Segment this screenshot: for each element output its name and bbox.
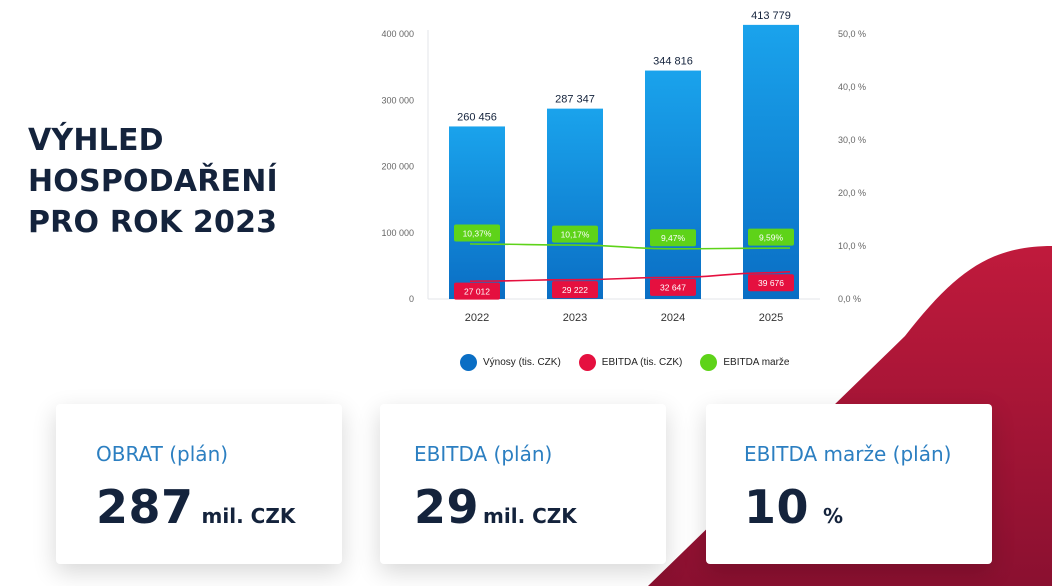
y2-tick-label: 10,0 % xyxy=(838,241,866,251)
line-ebitda xyxy=(469,271,791,283)
margin-data-tag xyxy=(552,225,598,243)
revenue-ebitda-chart: 0 100 000 200 000 300 000 400 000 0,0 % 10,0 %… xyxy=(381,10,866,324)
bar-revenue xyxy=(743,24,799,300)
kpi-unit: mil. CZK xyxy=(201,504,296,528)
page-title-line: VÝHLED xyxy=(28,123,164,158)
bar-revenue xyxy=(449,126,505,299)
bar-value-label: 344 816 xyxy=(653,56,693,68)
ebitda-data-label: 29 222 xyxy=(562,285,588,295)
kpi-card-revenue: OBRAT (plán) 287 mil. CZK xyxy=(56,404,342,564)
kpi-card-ebitda: EBITDA (plán) 29 mil. CZK xyxy=(380,404,666,564)
y2-tick-label: 0,0 % xyxy=(838,294,861,304)
kpi-value: 287 mil. CZK xyxy=(96,480,295,534)
margin-data-tag xyxy=(748,228,794,246)
bar-value-label: 260 456 xyxy=(457,111,497,123)
y-tick-label: 200 000 xyxy=(381,162,414,172)
legend-dot-margin-icon xyxy=(700,354,718,371)
ebitda-data-tag xyxy=(650,278,696,296)
ebitda-data-label: 27 012 xyxy=(464,286,490,296)
bar-value-label: 287 347 xyxy=(555,94,595,106)
bar-revenue xyxy=(645,70,701,299)
kpi-unit: mil. CZK xyxy=(483,504,577,528)
y-tick-label: 100 000 xyxy=(381,228,414,238)
kpi-label: EBITDA (plán) xyxy=(414,442,553,466)
x-tick-label: 2024 xyxy=(661,312,685,324)
ebitda-data-label: 32 647 xyxy=(660,283,686,293)
ebitda-data-tag xyxy=(748,274,794,292)
y2-tick-label: 20,0 % xyxy=(838,188,866,198)
margin-data-label: 9,59% xyxy=(759,232,784,242)
legend-label: EBITDA (tis. CZK) xyxy=(601,357,683,368)
ebitda-data-label: 39 676 xyxy=(758,278,784,288)
page-title-line: HOSPODAŘENÍ xyxy=(28,164,278,199)
bar-revenue xyxy=(547,108,603,299)
x-tick-label: 2025 xyxy=(759,312,783,324)
margin-data-tag xyxy=(454,224,500,242)
chart-legend: Výnosy (tis. CZK) EBITDA (tis. CZK) EBIT… xyxy=(460,354,790,371)
legend-item-revenue: Výnosy (tis. CZK) xyxy=(460,354,561,371)
y2-tick-label: 40,0 % xyxy=(838,82,866,92)
bar-value-label: 413 779 xyxy=(751,10,791,22)
kpi-value: 10% xyxy=(744,480,843,534)
y-tick-label: 0 xyxy=(409,294,414,304)
kpi-number: 287 xyxy=(96,480,194,534)
kpi-label: EBITDA marže (plán) xyxy=(744,442,952,466)
kpi-card-margin: EBITDA marže (plán) 10% xyxy=(706,404,992,564)
x-tick-label: 2023 xyxy=(563,312,587,324)
legend-dot-ebitda-icon xyxy=(578,354,596,371)
kpi-number: 29 xyxy=(414,480,480,534)
y-tick-label: 300 000 xyxy=(381,95,414,105)
legend-item-ebitda: EBITDA (tis. CZK) xyxy=(578,354,683,371)
y-tick-label: 400 000 xyxy=(381,29,414,39)
margin-data-label: 9,47% xyxy=(661,233,686,243)
legend-label: Výnosy (tis. CZK) xyxy=(483,357,561,368)
kpi-label: OBRAT (plán) xyxy=(96,442,229,466)
margin-data-label: 10,17% xyxy=(561,229,590,239)
kpi-unit: % xyxy=(823,504,844,528)
x-tick-label: 2022 xyxy=(465,312,489,324)
kpi-value: 29 mil. CZK xyxy=(414,480,577,534)
ebitda-data-tag xyxy=(552,281,598,299)
legend-item-margin: EBITDA marže xyxy=(700,354,790,371)
ebitda-data-tag xyxy=(454,282,500,300)
page-title-line: PRO ROK 2023 xyxy=(28,205,278,240)
legend-dot-revenue-icon xyxy=(460,354,477,371)
margin-data-tag xyxy=(650,229,696,247)
line-margin xyxy=(469,243,791,250)
margin-data-label: 10,37% xyxy=(463,228,492,238)
y2-tick-label: 30,0 % xyxy=(838,135,866,145)
kpi-number: 10 xyxy=(744,480,810,534)
y2-tick-label: 50,0 % xyxy=(838,29,866,39)
legend-label: EBITDA marže xyxy=(723,357,790,368)
page-title: VÝHLED HOSPODAŘENÍ PRO ROK 2023 xyxy=(28,120,278,243)
